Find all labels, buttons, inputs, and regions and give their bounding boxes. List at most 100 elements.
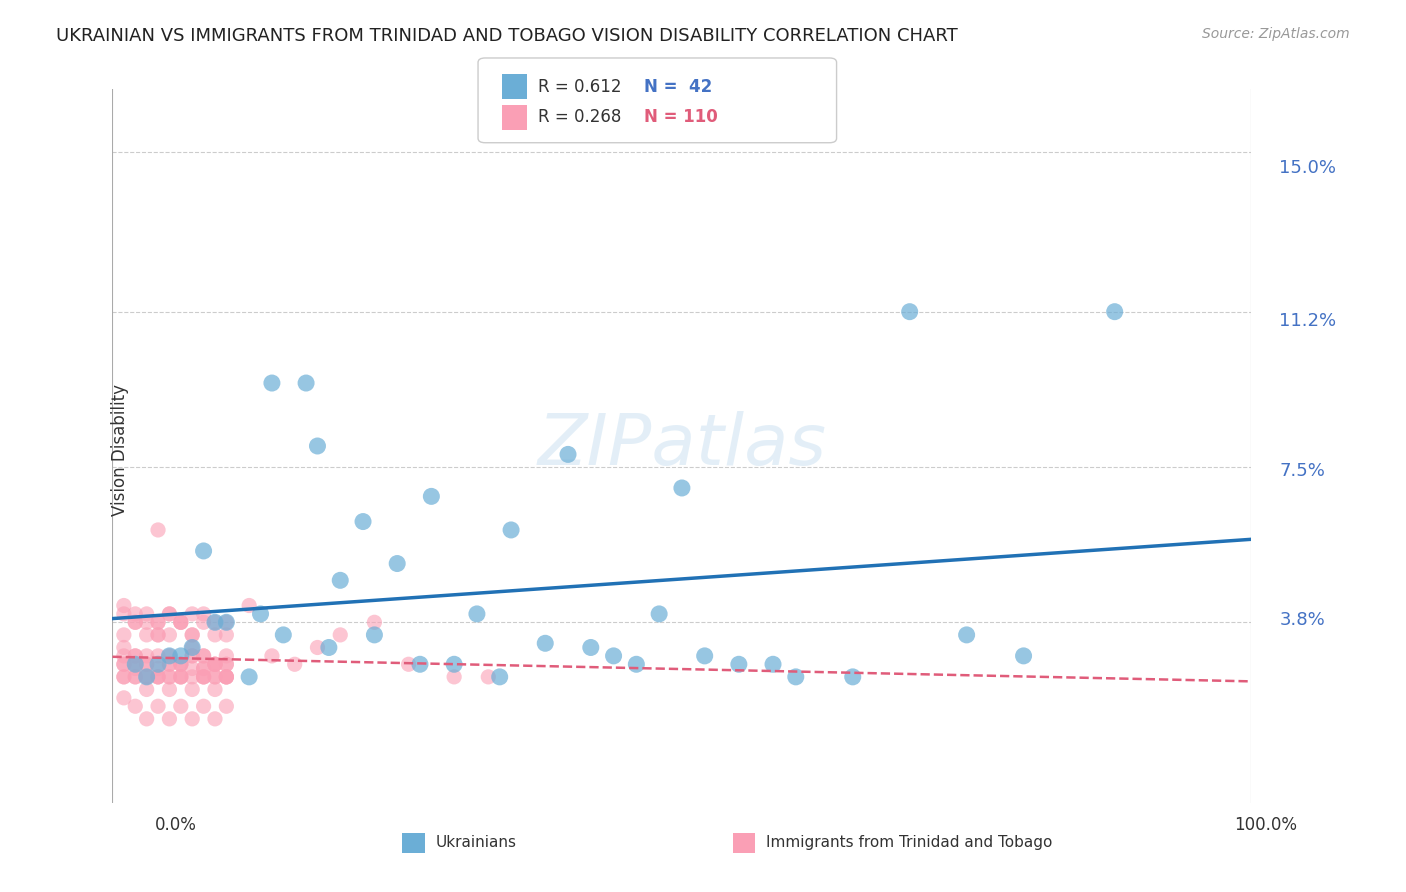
Point <box>363 628 385 642</box>
Point <box>329 574 352 588</box>
Point <box>135 628 157 642</box>
Point <box>146 628 169 642</box>
Point <box>170 670 193 684</box>
Point <box>159 682 180 697</box>
Text: UKRAINIAN VS IMMIGRANTS FROM TRINIDAD AND TOBAGO VISION DISABILITY CORRELATION C: UKRAINIAN VS IMMIGRANTS FROM TRINIDAD AN… <box>56 27 957 45</box>
Point <box>159 657 180 672</box>
Point <box>215 615 238 630</box>
Point <box>135 670 157 684</box>
Point <box>762 657 785 672</box>
Point <box>112 648 135 663</box>
Point <box>135 648 157 663</box>
Point <box>146 670 169 684</box>
Point <box>135 670 157 684</box>
Point <box>579 640 602 655</box>
Point <box>135 607 157 621</box>
Point <box>159 670 180 684</box>
Point <box>124 657 146 672</box>
Point <box>135 657 157 672</box>
Point <box>112 670 135 684</box>
Point <box>204 682 226 697</box>
Point <box>159 607 180 621</box>
Point <box>465 607 488 621</box>
Point <box>385 557 409 571</box>
Point <box>193 670 215 684</box>
Point <box>124 615 146 630</box>
Point <box>648 607 671 621</box>
Point <box>112 640 135 655</box>
Text: 0.0%: 0.0% <box>155 816 197 834</box>
Point <box>204 657 226 672</box>
Point <box>112 690 135 705</box>
Point <box>898 304 921 318</box>
Point <box>260 648 283 663</box>
Point <box>159 712 180 726</box>
Point <box>124 670 146 684</box>
Point <box>181 607 204 621</box>
Point <box>193 661 215 675</box>
Point <box>204 657 226 672</box>
Point <box>409 657 432 672</box>
Point <box>181 628 204 642</box>
Point <box>135 682 157 697</box>
Point <box>295 376 318 390</box>
Point <box>181 648 204 663</box>
Point <box>215 628 238 642</box>
Point <box>215 670 238 684</box>
Point <box>181 682 204 697</box>
Point <box>318 640 340 655</box>
Point <box>181 628 204 642</box>
Point <box>193 607 215 621</box>
Point <box>181 661 204 675</box>
Point <box>112 670 135 684</box>
Point <box>284 657 307 672</box>
Text: 7.5%: 7.5% <box>1279 462 1326 480</box>
Point <box>443 657 465 672</box>
Point <box>238 599 260 613</box>
Point <box>307 640 329 655</box>
Point <box>785 670 807 684</box>
Point <box>420 489 443 503</box>
Point <box>728 657 751 672</box>
Point <box>671 481 693 495</box>
Text: N = 110: N = 110 <box>644 108 717 126</box>
Point <box>488 670 510 684</box>
Text: R = 0.268: R = 0.268 <box>538 108 621 126</box>
Point <box>146 661 169 675</box>
Point <box>204 712 226 726</box>
Point <box>112 607 135 621</box>
Point <box>841 670 863 684</box>
Point <box>307 439 329 453</box>
Text: 15.0%: 15.0% <box>1279 159 1337 177</box>
Point <box>204 670 226 684</box>
Point <box>1104 304 1126 318</box>
Text: Ukrainians: Ukrainians <box>436 836 517 850</box>
Point <box>1012 648 1035 663</box>
Point <box>693 648 716 663</box>
Point <box>193 699 215 714</box>
Point <box>215 657 238 672</box>
Point <box>112 628 135 642</box>
Point <box>193 544 215 558</box>
Point <box>170 615 193 630</box>
Point <box>170 670 193 684</box>
Point <box>124 657 146 672</box>
Point <box>146 648 169 663</box>
Point <box>170 615 193 630</box>
Point <box>215 670 238 684</box>
Point <box>215 699 238 714</box>
Point <box>193 648 215 663</box>
Point <box>204 615 226 630</box>
Point <box>159 648 180 663</box>
Point <box>329 628 352 642</box>
Point <box>124 648 146 663</box>
Text: 100.0%: 100.0% <box>1234 816 1296 834</box>
Point <box>135 657 157 672</box>
Point <box>170 657 193 672</box>
Point <box>159 628 180 642</box>
Point <box>193 615 215 630</box>
Point <box>135 615 157 630</box>
Point <box>112 657 135 672</box>
Point <box>352 515 374 529</box>
Point <box>215 657 238 672</box>
